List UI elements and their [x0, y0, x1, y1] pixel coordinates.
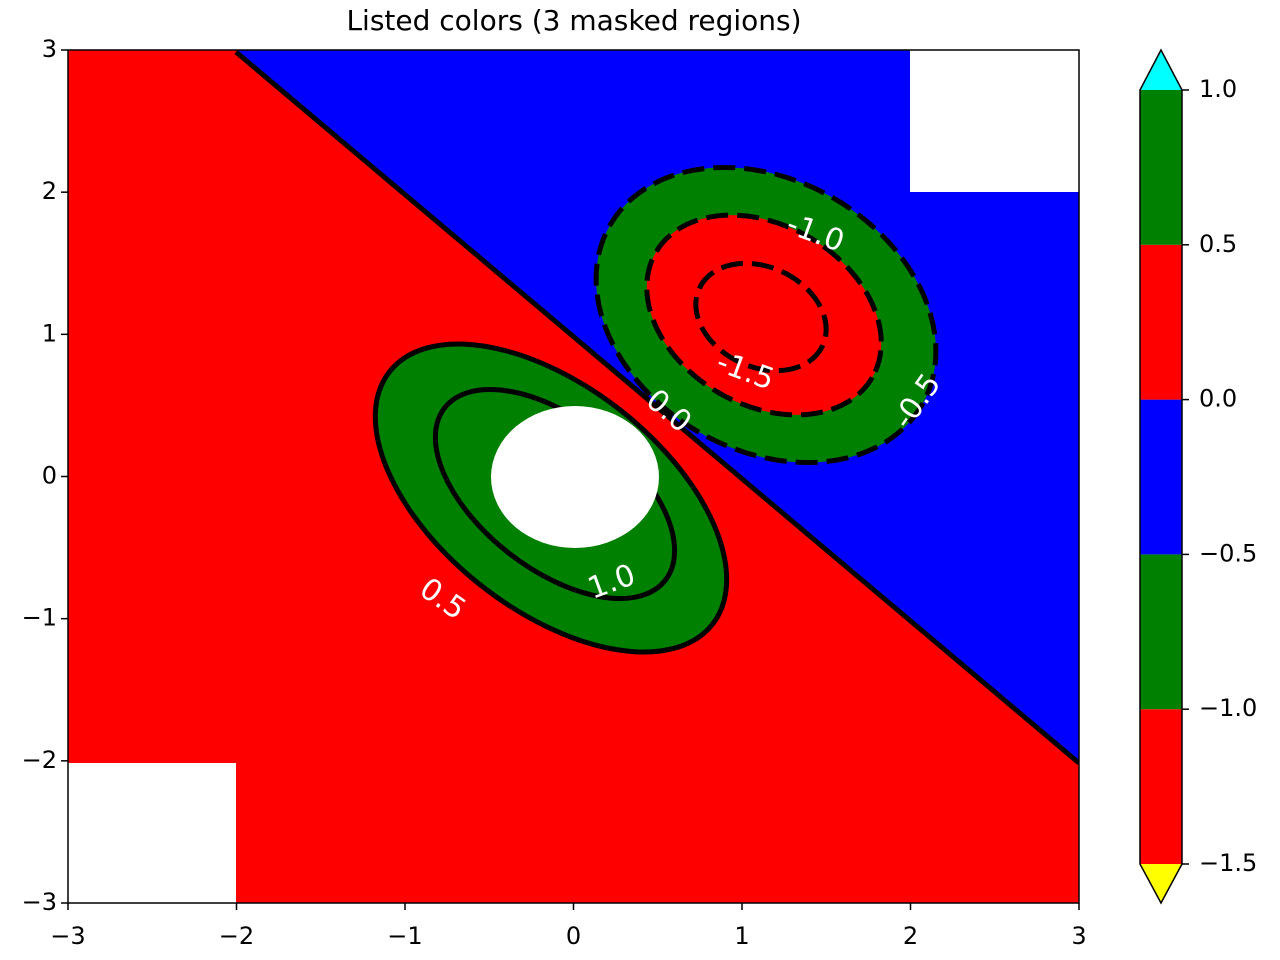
colorbar-tick-label: −0.5: [1199, 539, 1257, 567]
colorbar-tick-label: −1.5: [1199, 849, 1257, 877]
masked-region: [491, 406, 659, 548]
y-tick-label: −3: [22, 888, 57, 916]
x-tick-label: 2: [903, 922, 918, 950]
y-tick-label: 2: [42, 177, 57, 205]
x-tick-label: −2: [219, 922, 254, 950]
x-tick-label: 1: [734, 922, 749, 950]
x-tick-label: −1: [387, 922, 422, 950]
colorbar-over: [1140, 50, 1182, 90]
colorbar-tick-label: −1.0: [1199, 694, 1257, 722]
y-tick-label: −1: [22, 604, 57, 632]
colorbar-tick-label: 1.0: [1199, 75, 1237, 103]
x-tick-label: 3: [1071, 922, 1086, 950]
contour-line: [234, 50, 1079, 765]
colorbar-segment: [1140, 554, 1182, 710]
contour-line: [593, 164, 939, 466]
colorbar-segment: [1140, 399, 1182, 555]
y-tick-label: 1: [42, 319, 57, 347]
masked-region: [910, 50, 1079, 192]
colorbar-segment: [1140, 90, 1182, 245]
contour-line: [693, 260, 829, 374]
colorbar-under: [1140, 864, 1182, 903]
colorbar-tick-label: 0.0: [1199, 385, 1237, 413]
chart-title: Listed colors (3 masked regions): [346, 4, 801, 37]
masked-region: [68, 763, 236, 903]
y-tick-label: 0: [42, 462, 57, 490]
y-tick-label: 3: [42, 35, 57, 63]
colorbar-tick-label: 0.5: [1199, 230, 1237, 258]
colorbar-segment: [1140, 244, 1182, 400]
plot-area: -1.0 -1.5 -0.5 0.0 0.5 1.0: [68, 50, 1079, 903]
y-tick-label: −2: [22, 746, 57, 774]
region: [646, 215, 882, 415]
colorbar-segment: [1140, 709, 1182, 864]
x-tick-label: 0: [566, 922, 581, 950]
x-tick-label: −3: [50, 922, 85, 950]
contour-line: [372, 341, 730, 655]
contour-line: [644, 212, 884, 418]
